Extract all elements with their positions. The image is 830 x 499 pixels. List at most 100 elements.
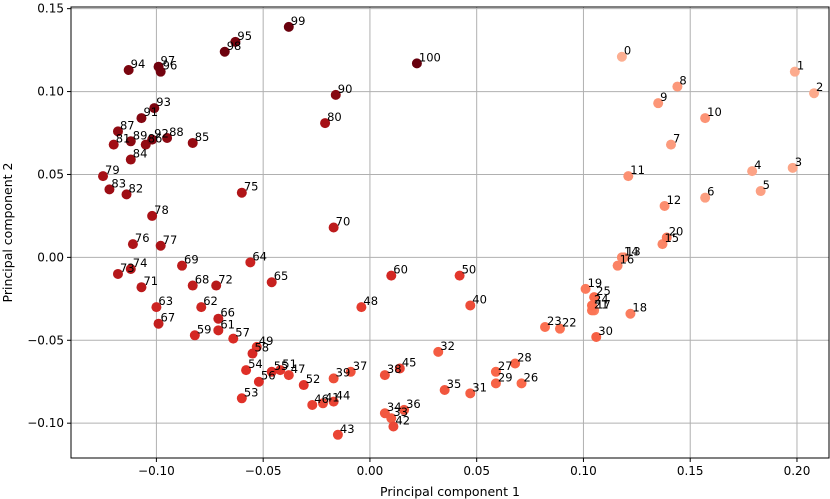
data-point xyxy=(187,137,198,148)
y-tick-label: 0.05 xyxy=(37,167,64,181)
point-label: 86 xyxy=(148,132,163,146)
point-label: 72 xyxy=(218,273,233,287)
plot-frame xyxy=(70,6,830,459)
data-point xyxy=(253,376,264,387)
data-point xyxy=(591,331,602,342)
data-point xyxy=(433,346,444,357)
data-point xyxy=(187,280,198,291)
data-point xyxy=(247,348,258,359)
data-point xyxy=(332,429,343,440)
point-label: 83 xyxy=(111,176,126,190)
point-label: 9 xyxy=(660,90,667,104)
data-point xyxy=(580,283,591,294)
point-label: 97 xyxy=(161,54,176,68)
point-label: 3 xyxy=(795,155,802,169)
data-point xyxy=(112,126,123,137)
x-tick-label: −0.05 xyxy=(245,464,282,478)
point-label: 84 xyxy=(133,147,148,161)
data-point xyxy=(510,358,521,369)
point-label: 15 xyxy=(664,231,679,245)
point-label: 24 xyxy=(594,292,609,306)
point-label: 82 xyxy=(129,181,144,195)
point-label: 7 xyxy=(673,132,680,146)
point-label: 66 xyxy=(220,306,235,320)
point-label: 56 xyxy=(261,369,276,383)
point-label: 0 xyxy=(624,44,631,58)
point-label: 16 xyxy=(620,253,635,267)
point-label: 11 xyxy=(630,163,645,177)
point-label: 58 xyxy=(254,341,269,355)
data-point xyxy=(213,325,224,336)
point-label: 87 xyxy=(120,118,135,132)
point-label: 25 xyxy=(596,284,611,298)
data-point xyxy=(153,61,164,72)
point-label: 49 xyxy=(259,334,274,348)
point-label: 76 xyxy=(135,231,150,245)
point-label: 12 xyxy=(667,193,682,207)
point-label: 26 xyxy=(524,370,539,384)
point-label: 6 xyxy=(707,185,714,199)
y-axis-label: Principal component 2 xyxy=(0,163,15,303)
data-point xyxy=(700,192,711,203)
data-point xyxy=(125,154,136,165)
point-label: 88 xyxy=(169,125,184,139)
point-label: 100 xyxy=(419,50,441,64)
point-label: 81 xyxy=(116,132,131,146)
point-label: 45 xyxy=(402,355,417,369)
point-label: 92 xyxy=(154,127,169,141)
data-point xyxy=(625,308,636,319)
data-point xyxy=(379,370,390,381)
data-point xyxy=(789,66,800,77)
data-point xyxy=(151,302,162,313)
point-label: 28 xyxy=(517,350,532,364)
point-label: 51 xyxy=(282,357,297,371)
data-point xyxy=(283,370,294,381)
data-point xyxy=(388,421,399,432)
point-label: 77 xyxy=(163,233,178,247)
point-label: 5 xyxy=(763,178,770,192)
x-tick-label: −0.10 xyxy=(138,464,175,478)
data-point xyxy=(379,408,390,419)
grid-lines xyxy=(71,7,829,458)
point-label: 80 xyxy=(327,110,342,124)
point-label: 10 xyxy=(707,105,722,119)
point-label: 99 xyxy=(291,14,306,28)
x-tick-label: 0.00 xyxy=(357,464,384,478)
point-label: 8 xyxy=(679,74,686,88)
data-point xyxy=(149,103,160,114)
data-point xyxy=(411,58,422,69)
point-label: 36 xyxy=(406,397,421,411)
point-label: 79 xyxy=(105,163,120,177)
point-label: 59 xyxy=(197,322,212,336)
point-label: 57 xyxy=(235,326,250,340)
data-point xyxy=(665,139,676,150)
point-label: 69 xyxy=(184,253,199,267)
point-label: 40 xyxy=(472,292,487,306)
data-point xyxy=(283,21,294,32)
data-point xyxy=(516,378,527,389)
data-point xyxy=(196,302,207,313)
data-point xyxy=(589,292,600,303)
data-point xyxy=(399,404,410,415)
data-point xyxy=(127,239,138,250)
data-point xyxy=(747,166,758,177)
point-label: 30 xyxy=(598,324,613,338)
data-point xyxy=(612,260,623,271)
point-label: 68 xyxy=(195,273,210,287)
point-label: 52 xyxy=(306,372,321,386)
data-points xyxy=(98,21,820,440)
data-point xyxy=(317,398,328,409)
data-point xyxy=(266,277,277,288)
data-point xyxy=(672,81,683,92)
data-point xyxy=(540,322,551,333)
data-point xyxy=(439,385,450,396)
data-point xyxy=(298,380,309,391)
data-point xyxy=(454,270,465,281)
point-label: 4 xyxy=(754,158,761,172)
data-point xyxy=(213,313,224,324)
data-point xyxy=(136,113,147,124)
point-label: 38 xyxy=(387,362,402,376)
point-label: 33 xyxy=(393,405,408,419)
data-point xyxy=(394,363,405,374)
